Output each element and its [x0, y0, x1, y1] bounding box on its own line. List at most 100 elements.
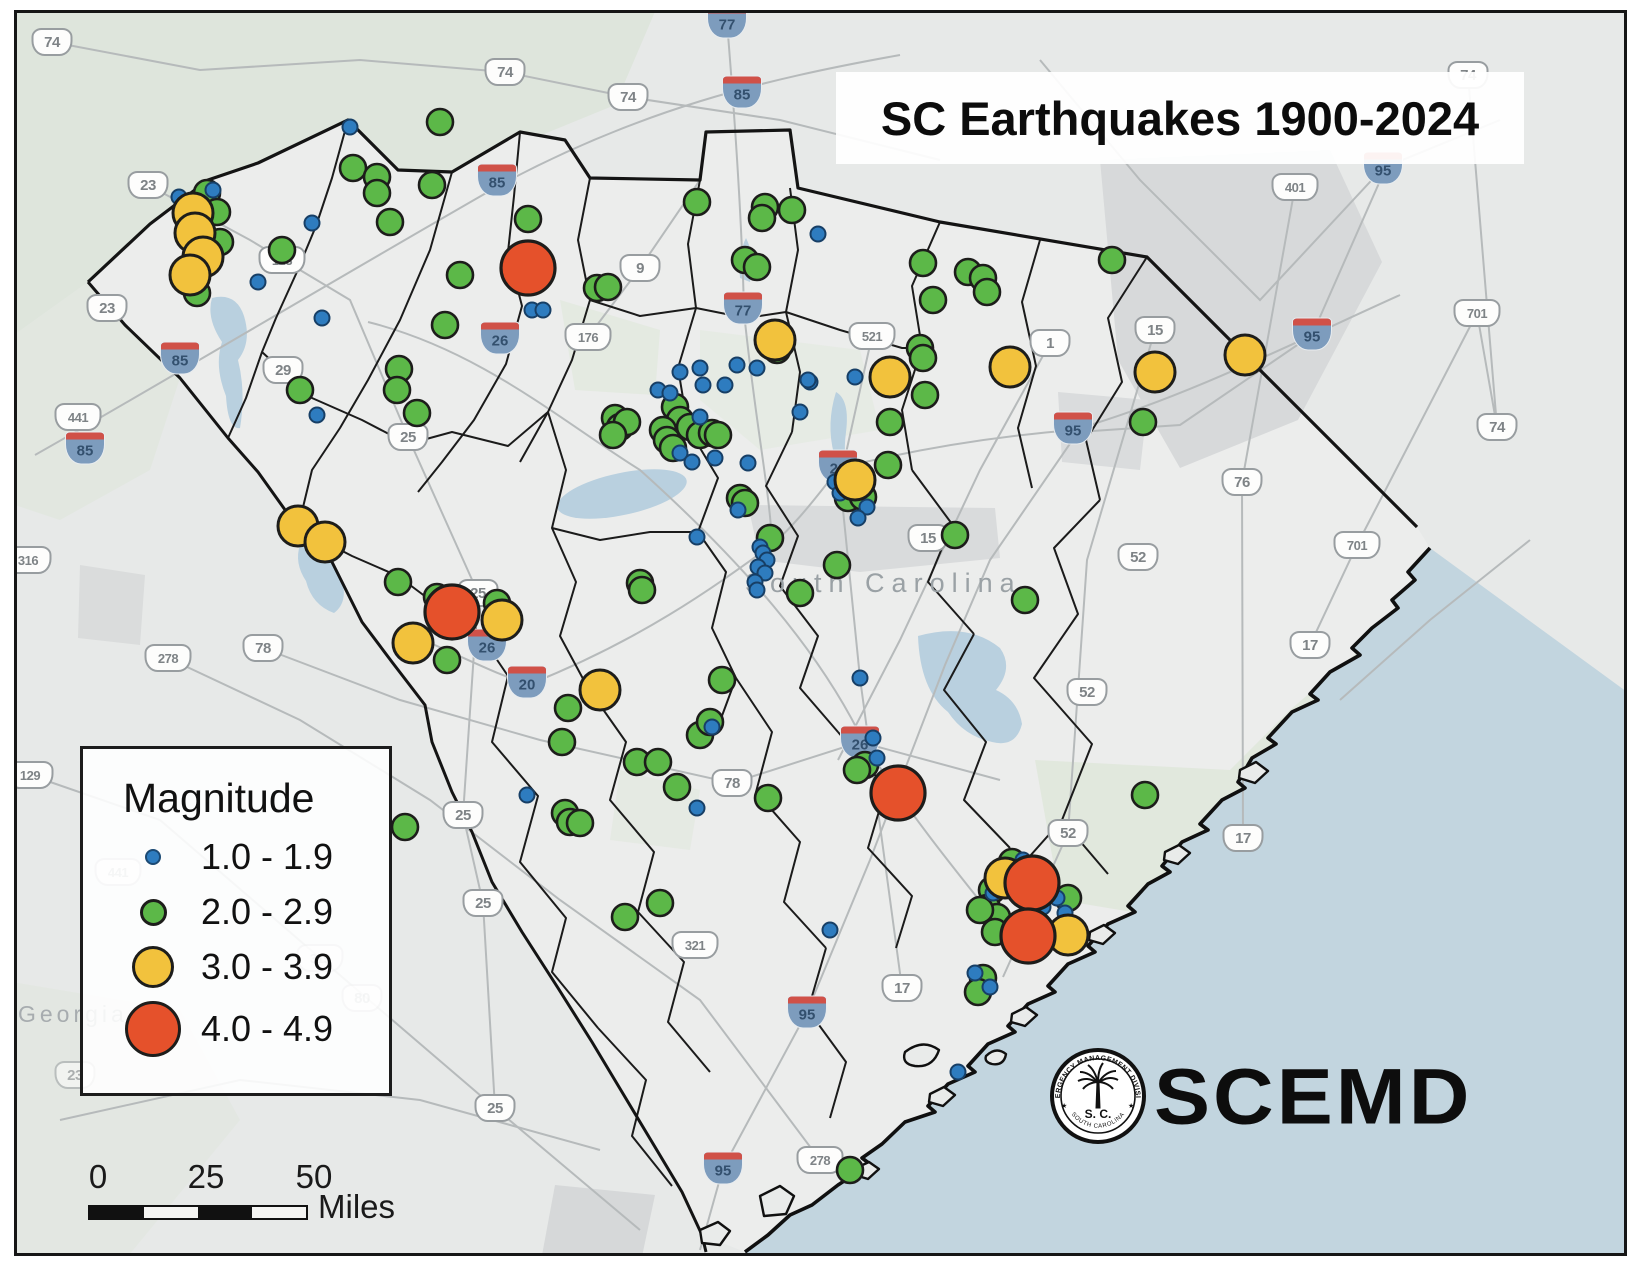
us-route-shield-401: 401 [1271, 173, 1319, 201]
earthquake-dot-m2 [747, 203, 777, 233]
earthquake-dot-m2 [940, 520, 970, 550]
earthquake-dots-svg [168, 107, 1267, 1185]
earthquake-dot-m4 [999, 907, 1057, 965]
earthquake-dot-m4 [869, 764, 927, 822]
us-route-shield-316: 316 [17, 546, 52, 574]
legend-item: 1.0 - 1.9 [123, 836, 389, 878]
us-route-shield-15: 15 [907, 524, 949, 552]
scemd-seal: EMERGENCY MANAGEMENT DIVISION SOUTH CARO… [1048, 1046, 1146, 1144]
us-route-shield-129: 129 [17, 761, 54, 789]
interstate-shield-95: 95 [1053, 411, 1093, 445]
legend-item: 2.0 - 2.9 [123, 891, 389, 933]
earthquake-dot-m1 [204, 181, 222, 199]
legend-symbol [132, 946, 174, 988]
earthquake-dot-m1 [249, 273, 267, 291]
us-route-shield-701: 701 [1453, 299, 1501, 327]
us-route-shield-15: 15 [1134, 316, 1176, 344]
earthquake-dot-m1 [683, 453, 701, 471]
earthquake-dot-m2 [285, 375, 315, 405]
us-route-shield-25: 25 [442, 801, 484, 829]
us-route-shield-1: 1 [1029, 329, 1071, 357]
us-route-shield-74: 74 [484, 58, 526, 86]
ga-sc-border [86, 281, 708, 1253]
earthquake-dot-m3 [480, 598, 524, 642]
earthquake-dot-m2 [565, 808, 595, 838]
us-route-shield-176: 176 [564, 323, 612, 351]
earthquake-dot-m2 [267, 235, 297, 265]
us-route-shield-278: 278 [144, 644, 192, 672]
us-route-shield-74: 74 [31, 28, 73, 56]
us-route-shield-17: 17 [881, 974, 923, 1002]
earthquake-dot-m2 [908, 343, 938, 373]
scalebar-tick-0: 0 [88, 1158, 108, 1195]
coastal-islands [698, 760, 1270, 1247]
earthquake-dot-m1 [341, 118, 359, 136]
earthquake-dot-m2 [513, 204, 543, 234]
earthquake-dot-m4 [1003, 854, 1061, 912]
earthquake-dot-m1 [748, 359, 766, 377]
earthquake-dot-m1 [748, 581, 766, 599]
earthquake-dot-m1 [534, 301, 552, 319]
earthquake-dot-m1 [949, 1063, 967, 1081]
earthquake-dot-m2 [610, 902, 640, 932]
interstate-shield-85: 85 [477, 163, 517, 197]
urban-patch-savannah [542, 1185, 655, 1253]
earthquake-dot-m1 [864, 729, 882, 747]
earthquake-dot-m2 [703, 420, 733, 450]
earthquake-dot-m1 [688, 799, 706, 817]
us-route-shield-78: 78 [242, 634, 284, 662]
earthquake-dot-m2 [390, 812, 420, 842]
earthquake-dot-m2 [873, 450, 903, 480]
coastline [743, 546, 1432, 1253]
earthquake-dot-m2 [972, 277, 1002, 307]
earthquake-dot-m3 [578, 668, 622, 712]
legend-items: 1.0 - 1.9 2.0 - 2.9 3.0 - 3.9 4.0 - 4.9 [123, 836, 389, 1057]
us-route-shield-23: 23 [86, 294, 128, 322]
legend-label: 1.0 - 1.9 [201, 836, 334, 877]
interstate-shield-85: 85 [160, 341, 200, 375]
earthquake-dot-m2 [785, 578, 815, 608]
earthquake-dot-m1 [694, 376, 712, 394]
earthquake-dot-m2 [362, 178, 392, 208]
county-boundaries [227, 119, 1148, 1187]
earthquake-dot-m2 [445, 260, 475, 290]
scalebar-ticks: 0 25 50 [88, 1158, 428, 1195]
us-route-shield-278: 278 [796, 1146, 844, 1174]
earthquake-dot-m2 [965, 895, 995, 925]
legend-label: 4.0 - 4.9 [201, 1008, 334, 1049]
us-route-shield-321: 321 [671, 931, 719, 959]
earthquake-dot-m1 [846, 368, 864, 386]
veg-patch-coastal [1035, 650, 1360, 920]
earthquake-dot-m2 [432, 645, 462, 675]
earthquake-dot-m2 [547, 727, 577, 757]
scalebar-unit: Miles [318, 1188, 396, 1225]
earthquake-dot-m2 [417, 170, 447, 200]
map-title-box: SC Earthquakes 1900-2024 [836, 72, 1524, 164]
lakes [210, 238, 1022, 744]
earthquake-dot-m1 [518, 786, 536, 804]
earthquake-dot-m2 [910, 380, 940, 410]
earthquake-dot-m1 [809, 225, 827, 243]
earthquake-dot-m2 [383, 567, 413, 597]
earthquake-dot-m1 [851, 669, 869, 687]
earthquake-dot-m2 [777, 195, 807, 225]
interstate-shield-77: 77 [707, 13, 747, 39]
earthquake-dot-m1 [966, 964, 984, 982]
earthquake-dot-m2 [645, 888, 675, 918]
earthquake-dot-m3 [868, 355, 912, 399]
earthquake-dot-m2 [643, 747, 673, 777]
earthquake-dot-m2 [1128, 407, 1158, 437]
earthquake-dot-m1 [868, 749, 886, 767]
earthquake-dot-m2 [338, 153, 368, 183]
legend: Magnitude 1.0 - 1.9 2.0 - 2.9 3.0 - 3.9 4.0… [80, 746, 392, 1096]
earthquake-dot-m2 [598, 420, 628, 450]
earthquake-dot-m1 [981, 978, 999, 996]
earthquake-dot-m2 [875, 407, 905, 437]
nc-sc-border [86, 118, 1419, 529]
earthquake-dot-m1 [729, 501, 747, 519]
earthquake-dot-m1 [728, 356, 746, 374]
us-route-shield-74: 74 [607, 83, 649, 111]
earthquake-dot-m2 [908, 248, 938, 278]
earthquake-dot-m2 [553, 693, 583, 723]
seal-star-right: ★ [1128, 1102, 1134, 1110]
